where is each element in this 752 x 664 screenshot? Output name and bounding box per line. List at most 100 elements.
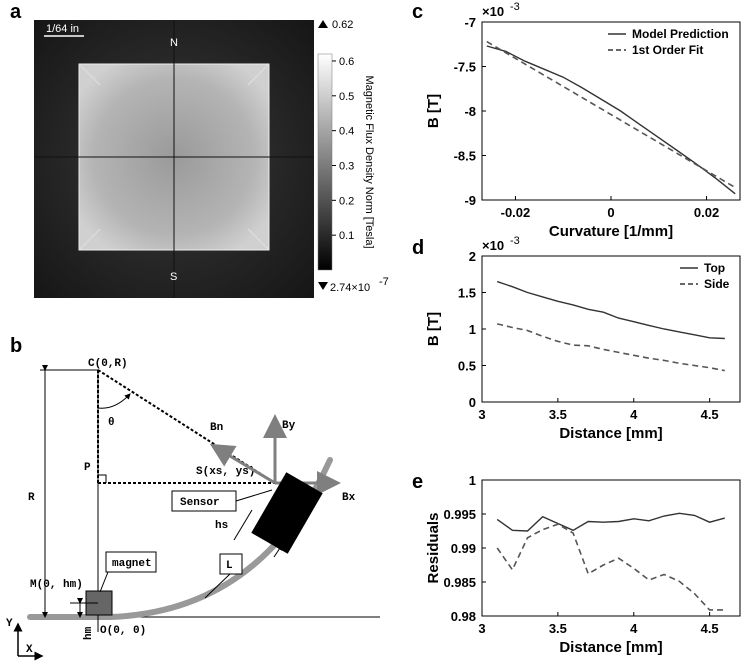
legend-label: Model Prediction (632, 27, 729, 41)
legend-label: 1st Order Fit (632, 43, 703, 57)
x-tick-label: 3.5 (549, 407, 567, 422)
magnet-label: magnet (112, 558, 152, 570)
origin-label: O(0, 0) (100, 625, 146, 637)
colorbar-tick-label: 0.4 (339, 126, 354, 138)
x-axis-title: Curvature [1/mm] (549, 223, 673, 240)
y-tick-label: -8.5 (454, 149, 476, 164)
magnet-point-label: M(0, hm) (30, 579, 83, 591)
theta-label: θ (108, 417, 115, 429)
colorbar-tick-label: 0.5 (339, 91, 354, 103)
y-tick-label: 0.5 (458, 359, 476, 374)
chart-e: 3 3.5 4 4.5 0.98 0.985 0.99 0.995 1 Distance [mm]… (425, 473, 741, 656)
colorbar-tick-label: 0.2 (339, 195, 354, 207)
y-tick-label: 0.98 (451, 609, 476, 624)
y-axis-label: Y (6, 618, 13, 630)
y-axis-title: B [T] (425, 94, 442, 128)
series-side (497, 323, 725, 372)
panel-a-label: a (10, 1, 22, 23)
axis-multiplier-exponent: -3 (510, 235, 520, 247)
theta-arc (97, 393, 131, 409)
colorbar-scale (317, 53, 333, 271)
y-tick-label: 1.5 (458, 286, 476, 301)
x-tick-label: 4.5 (701, 621, 719, 636)
series-top (496, 512, 725, 532)
colorbar-max: 0.62 (332, 19, 353, 31)
y-tick-label: 1 (469, 473, 476, 488)
x-tick-label: -0.02 (501, 205, 531, 220)
bn-label: Bn (210, 422, 223, 434)
x-tick-label: 4.5 (701, 407, 719, 422)
y-tick-label: -8 (464, 104, 476, 119)
x-tick-label: 0.02 (694, 205, 719, 220)
colorbar-tick-label: 0.1 (339, 230, 354, 242)
scale-label: 1/64 in (46, 23, 79, 35)
x-tick-label: 4 (630, 407, 638, 422)
axis-multiplier-exponent: -3 (510, 1, 520, 13)
min-triangle-icon (318, 282, 328, 290)
x-tick-label: 3 (478, 407, 485, 422)
field-map: 1/64 in N S (34, 20, 314, 298)
y-tick-label: 0.995 (443, 507, 476, 522)
series-1st-order-fit (486, 40, 736, 189)
y-tick-label: -7.5 (454, 60, 476, 75)
y-tick-label: -9 (464, 193, 476, 208)
y-tick-label: -7 (464, 15, 476, 30)
panel-c-label: c (412, 1, 423, 23)
plot-area (481, 21, 741, 201)
y-axis-title: Residuals (425, 513, 442, 584)
panel-e-label: e (412, 471, 423, 493)
point-p-label: P (84, 462, 91, 474)
colorbar-tick-label: 0.3 (339, 160, 354, 172)
x-tick-label: 0 (607, 205, 614, 220)
sensor-point-label: S(xs, ys) (196, 466, 255, 478)
center-label: C(0,R) (88, 358, 128, 370)
axis-multiplier: ×10 (482, 4, 504, 19)
right-angle-mark (98, 474, 107, 483)
geometry-diagram: θ C(0,R) P S(xs, ys) R By Bx Bn Sensor h… (6, 358, 380, 661)
charts: -0.02 0 0.02 -7 -7.5 -8 -8.5 -9 Curvature [1/mm]… (425, 1, 741, 656)
x-tick-label: 3.5 (549, 621, 567, 636)
panel-d-label: d (412, 237, 424, 259)
colorbar-min-exponent: -7 (379, 276, 389, 288)
y-tick-label: 0.99 (451, 541, 476, 556)
hs-label: hs (215, 520, 228, 532)
y-tick-label: 0.985 (443, 575, 476, 590)
max-triangle-icon (318, 20, 328, 28)
legend-label: Top (704, 261, 725, 275)
x-axis-label: X (26, 644, 33, 656)
series-top (496, 280, 725, 340)
series-side (496, 523, 725, 611)
length-label: L (226, 560, 233, 572)
y-axis-title: B [T] (425, 312, 442, 346)
north-label: N (170, 37, 178, 49)
by-label: By (282, 420, 296, 432)
sensor-label: Sensor (180, 497, 220, 509)
magnet-box (105, 551, 157, 573)
y-tick-label: 1 (469, 322, 476, 337)
legend-label: Side (704, 277, 730, 291)
radius-label: R (28, 492, 35, 504)
y-tick-label: 2 (469, 249, 476, 264)
colorbar-title: Magnetic Flux Density Norm [Tesla] (363, 76, 375, 249)
colorbar-min: 2.74×10 (330, 282, 370, 294)
plot-area (481, 479, 741, 617)
chart-c: -0.02 0 0.02 -7 -7.5 -8 -8.5 -9 Curvature [1/mm]… (425, 1, 741, 240)
x-tick-label: 3 (478, 621, 485, 636)
panel-b-label: b (10, 335, 22, 357)
hm-label: hm (83, 626, 95, 640)
x-axis-title: Distance [mm] (559, 639, 662, 656)
x-tick-label: 4 (630, 621, 638, 636)
x-axis-title: Distance [mm] (559, 425, 662, 442)
chart-d: 3 3.5 4 4.5 0 0.5 1 1.5 2 Distance [mm] B [T] ×10 -3… (425, 235, 741, 442)
y-tick-label: 0 (469, 395, 476, 410)
length-box (219, 553, 243, 575)
bx-label: Bx (342, 492, 356, 504)
sensor-block (251, 472, 323, 554)
colorbar: 0.62 2.74×10 -7 0.6 0.5 0.4 0.3 0.2 0.1 Magne… (317, 19, 389, 294)
bn-vector (209, 443, 276, 485)
series-model-prediction (486, 45, 736, 195)
south-label: S (170, 271, 177, 283)
axis-multiplier: ×10 (482, 238, 504, 253)
colorbar-tick-label: 0.6 (339, 56, 354, 68)
